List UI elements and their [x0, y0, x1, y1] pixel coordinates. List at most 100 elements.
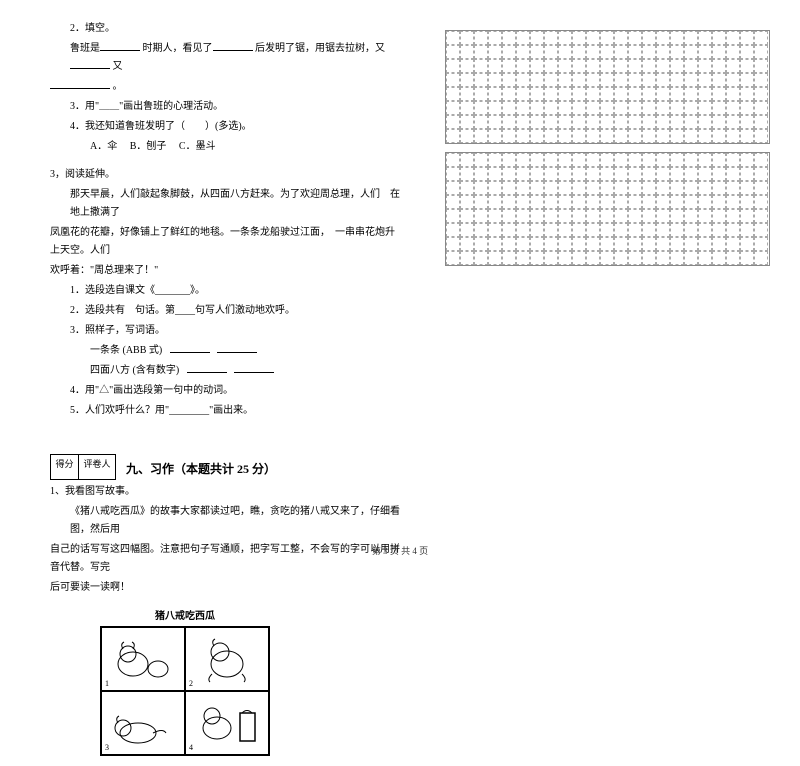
- section-9-title: 九、习作（本题共计 25 分）: [126, 460, 276, 477]
- grid-cell: [544, 87, 558, 101]
- grid-cell: [698, 101, 712, 115]
- grid-cell: [684, 87, 698, 101]
- grid-cell: [446, 45, 460, 59]
- grid-cell: [656, 181, 670, 195]
- grid-cell: [544, 223, 558, 237]
- grid-cell: [586, 59, 600, 73]
- question-4: 4．我还知道鲁班发明了（ ）(多选)。: [50, 118, 405, 136]
- grid-cell: [558, 129, 572, 143]
- grid-cell: [572, 59, 586, 73]
- grid-cell: [530, 101, 544, 115]
- grid-cell: [544, 251, 558, 265]
- grid-cell: [614, 209, 628, 223]
- blank: [70, 59, 110, 69]
- grid-cell: [670, 223, 684, 237]
- grid-cell: [712, 209, 726, 223]
- grid-cell: [614, 167, 628, 181]
- grid-cell: [726, 237, 740, 251]
- grid-cell: [572, 223, 586, 237]
- right-column: [445, 20, 770, 756]
- grid-row: [446, 195, 769, 209]
- grid-cell: [628, 87, 642, 101]
- sub-q1: 1．选段选自课文《_______》。: [50, 282, 405, 300]
- grid-cell: [656, 251, 670, 265]
- q2-text-b: 时期人，看见了: [143, 43, 213, 54]
- grid-cell: [726, 195, 740, 209]
- grid-cell: [460, 101, 474, 115]
- grid-cell: [726, 115, 740, 129]
- grid-cell: [586, 153, 600, 167]
- grid-cell: [642, 181, 656, 195]
- grid-cell: [474, 31, 488, 45]
- grid-cell: [460, 115, 474, 129]
- grid-cell: [516, 129, 530, 143]
- grid-cell: [446, 251, 460, 265]
- grid-cell: [516, 251, 530, 265]
- grid-cell: [684, 59, 698, 73]
- grid-cell: [628, 115, 642, 129]
- grid-cell: [488, 153, 502, 167]
- grid-cell: [684, 237, 698, 251]
- grid-cell: [726, 223, 740, 237]
- grid-cell: [572, 45, 586, 59]
- grid-cell: [502, 237, 516, 251]
- grid-cell: [670, 101, 684, 115]
- grid-cell: [474, 129, 488, 143]
- grid-cell: [600, 167, 614, 181]
- grid-cell: [544, 237, 558, 251]
- grid-cell: [684, 115, 698, 129]
- grid-cell: [474, 167, 488, 181]
- grid-cell: [670, 237, 684, 251]
- grid-cell: [516, 59, 530, 73]
- sq3a-text: 一条条 (ABB 式): [90, 345, 162, 356]
- grid-cell: [684, 251, 698, 265]
- blank: [100, 41, 140, 51]
- q2-text-a: 鲁班是: [70, 43, 100, 54]
- grid-cell: [614, 223, 628, 237]
- grid-cell: [600, 251, 614, 265]
- grid-cell: [670, 59, 684, 73]
- grid-cell: [656, 73, 670, 87]
- grid-cell: [698, 181, 712, 195]
- grid-cell: [656, 167, 670, 181]
- grid-cell: [684, 73, 698, 87]
- grid-cell: [572, 31, 586, 45]
- grid-cell: [726, 153, 740, 167]
- grid-cell: [754, 237, 768, 251]
- page-footer: 第 3 页 共 4 页: [0, 544, 800, 557]
- grid-cell: [698, 73, 712, 87]
- grid-cell: [446, 129, 460, 143]
- grid-cell: [558, 87, 572, 101]
- grid-cell: [698, 87, 712, 101]
- grid-cell: [712, 87, 726, 101]
- grid-cell: [712, 101, 726, 115]
- para-line-2: 凤凰花的花瓣，好像铺上了鲜红的地毯。一条条龙船驶过江面， 一串串花炮升上天空。人…: [50, 224, 405, 260]
- grid-cell: [614, 251, 628, 265]
- grid-cell: [614, 31, 628, 45]
- grid-cell: [614, 45, 628, 59]
- grid-cell: [446, 153, 460, 167]
- pig-cartoon-icon: [108, 698, 178, 748]
- grid-cell: [572, 251, 586, 265]
- grid-cell: [600, 209, 614, 223]
- grid-cell: [698, 45, 712, 59]
- grid-cell: [572, 237, 586, 251]
- grid-cell: [628, 223, 642, 237]
- grid-cell: [628, 129, 642, 143]
- grid-cell: [628, 45, 642, 59]
- blank: [217, 343, 257, 353]
- q2-line2: 。: [50, 78, 405, 96]
- grid-cell: [642, 209, 656, 223]
- grid-cell: [516, 209, 530, 223]
- grid-row: [446, 237, 769, 251]
- grid-cell: [670, 115, 684, 129]
- grid-cell: [516, 45, 530, 59]
- sub-q3: 3．照样子，写词语。: [50, 322, 405, 340]
- grid-cell: [754, 167, 768, 181]
- grid-cell: [712, 223, 726, 237]
- grid-cell: [502, 73, 516, 87]
- grid-cell: [474, 153, 488, 167]
- grid-cell: [502, 167, 516, 181]
- grid-cell: [446, 87, 460, 101]
- grid-cell: [502, 251, 516, 265]
